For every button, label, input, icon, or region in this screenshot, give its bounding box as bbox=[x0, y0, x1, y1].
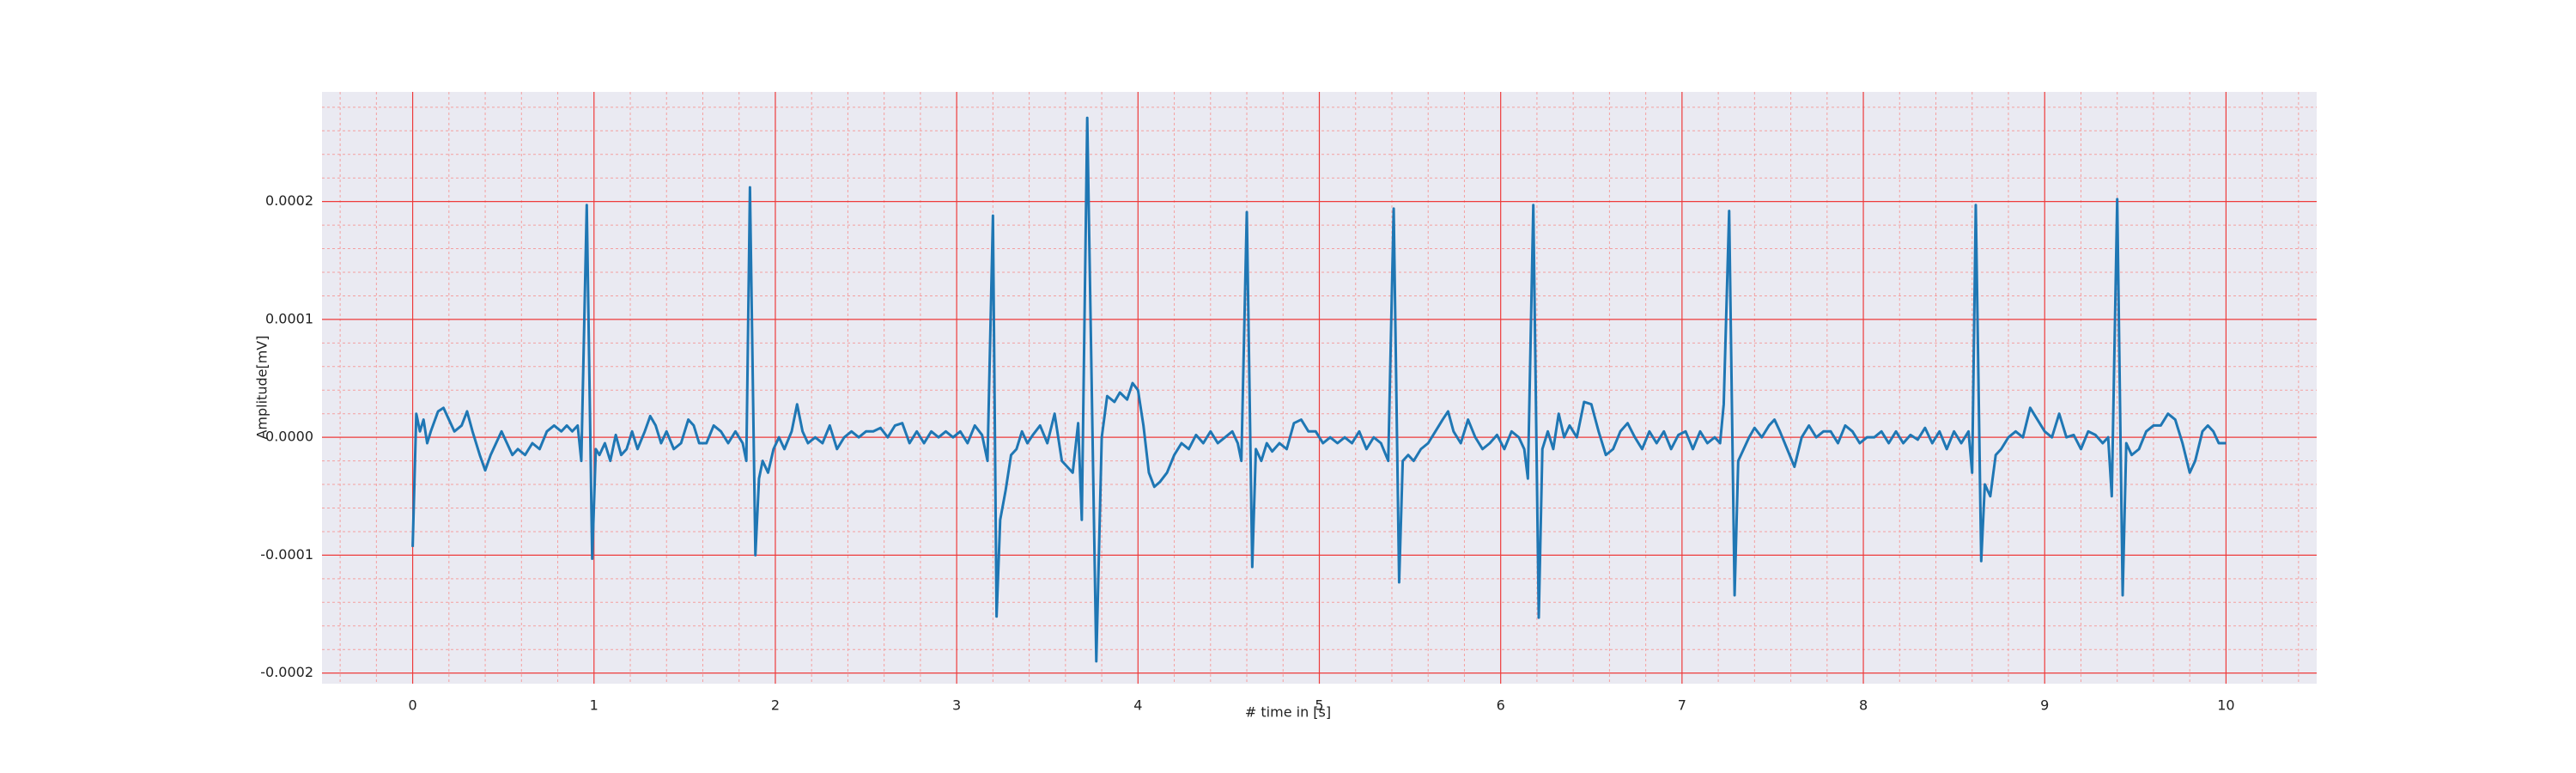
y-tick-label: -0.0001 bbox=[260, 546, 313, 563]
x-tick-label: 4 bbox=[1133, 697, 1142, 714]
y-axis-label: Amplitude[mV] bbox=[254, 335, 270, 439]
signal-line bbox=[411, 116, 2227, 663]
x-tick-label: 10 bbox=[2217, 697, 2234, 714]
x-axis-label: # time in [s] bbox=[1245, 704, 1331, 721]
x-tick-label: 7 bbox=[1678, 697, 1686, 714]
x-tick-label: 5 bbox=[1315, 697, 1323, 714]
x-tick-label: 3 bbox=[952, 697, 961, 714]
y-tick-label: 0.0000 bbox=[265, 429, 313, 445]
x-tick-label: 9 bbox=[2040, 697, 2049, 714]
x-tick-label: 2 bbox=[771, 697, 780, 714]
x-tick-label: 1 bbox=[590, 697, 598, 714]
y-tick-label: 0.0001 bbox=[265, 310, 313, 326]
x-tick-label: 0 bbox=[408, 697, 416, 714]
x-tick-label: 6 bbox=[1497, 697, 1505, 714]
y-tick-label: 0.0002 bbox=[265, 192, 313, 209]
x-tick-label: 8 bbox=[1859, 697, 1868, 714]
y-tick-label: -0.0002 bbox=[260, 664, 313, 680]
